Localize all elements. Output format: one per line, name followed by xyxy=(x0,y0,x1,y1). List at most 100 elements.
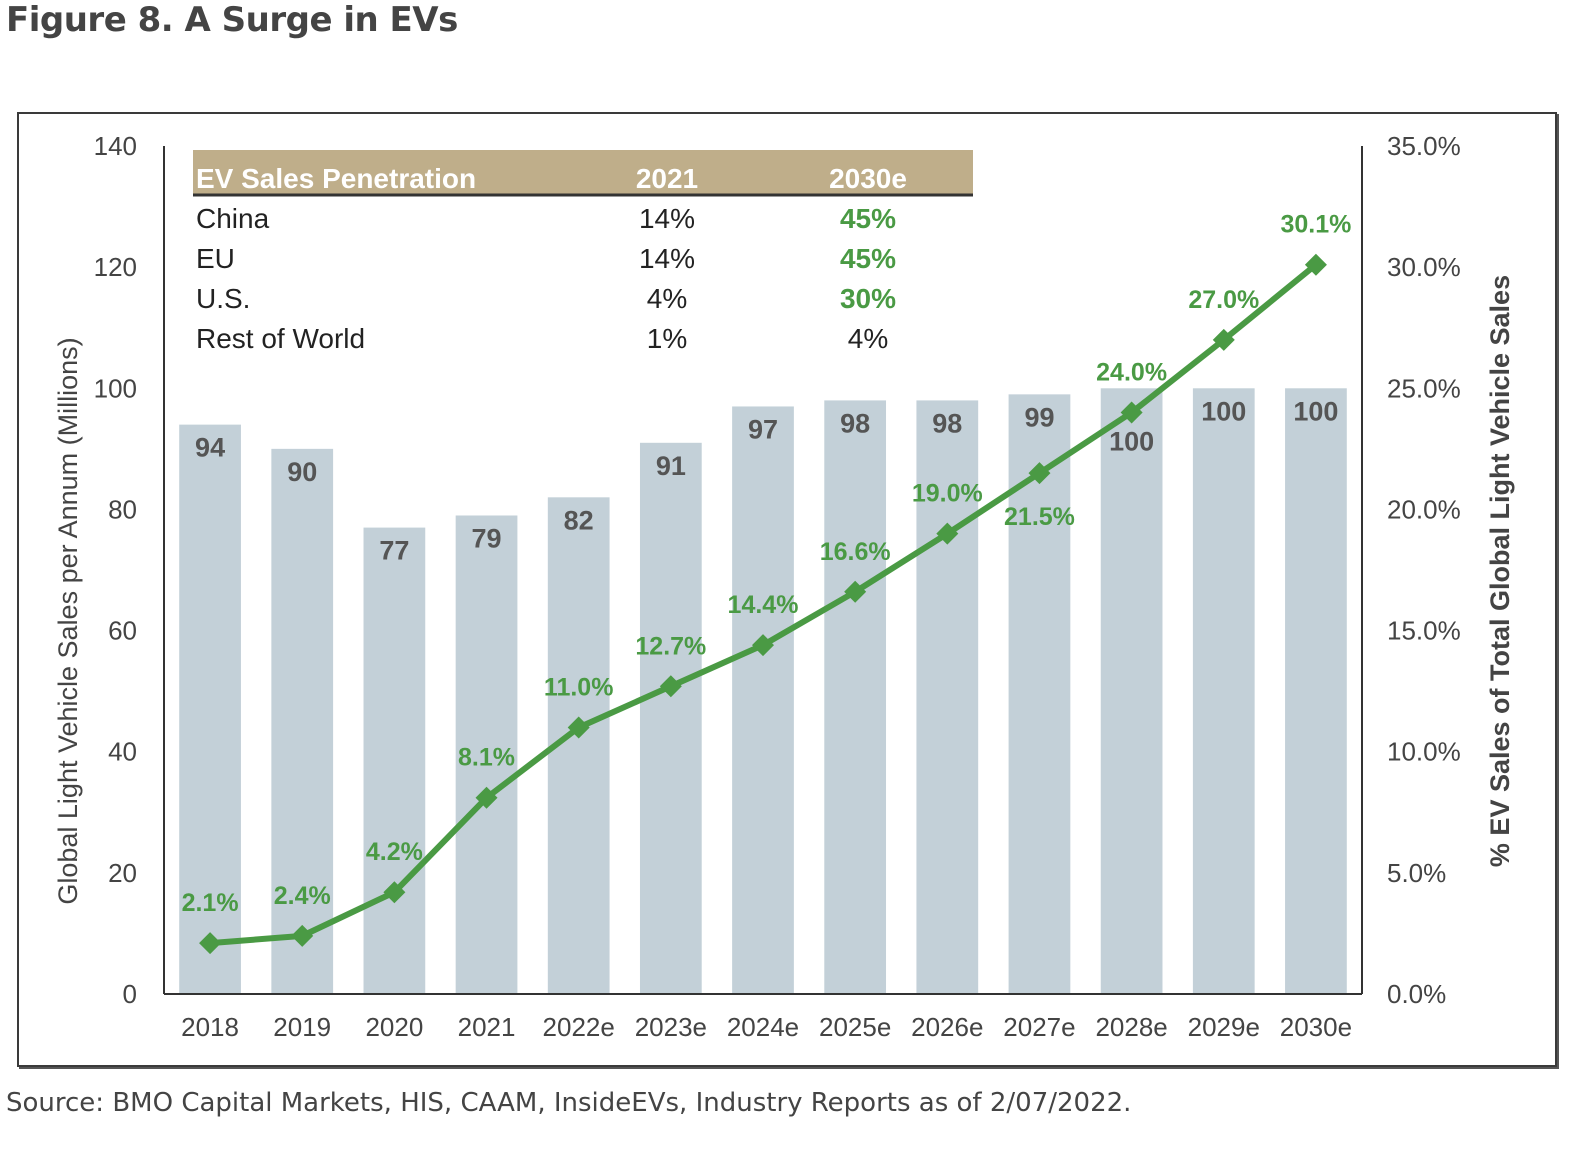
inset-table-region: EU xyxy=(196,243,235,274)
x-tick-label: 2026e xyxy=(911,1012,983,1042)
y-tick-label-left: 80 xyxy=(108,494,137,524)
ev-share-label: 14.4% xyxy=(728,591,799,619)
source-note: Source: BMO Capital Markets, HIS, CAAM, … xyxy=(6,1088,1132,1118)
inset-table-2030e-value: 45% xyxy=(840,203,896,234)
x-tick-label: 2022e xyxy=(543,1012,615,1042)
ev-share-label: 2.4% xyxy=(274,882,331,910)
line-layer: 2.1% 2.4% 4.2% 8.1% 11.0% 12.7% 14.4% 16.6% 19.0… xyxy=(182,211,1351,955)
bar-value-label: 98 xyxy=(840,408,870,438)
ev-share-marker-2020 xyxy=(383,881,406,904)
bar-value-label: 97 xyxy=(748,414,778,444)
ev-share-label: 27.0% xyxy=(1188,286,1259,314)
bar-2023e xyxy=(639,442,702,994)
ev-share-label: 16.6% xyxy=(820,538,891,566)
inset-table-header-cell: EV Sales Penetration xyxy=(196,163,476,194)
ev-share-marker-2024e xyxy=(752,634,774,657)
y-tick-label-right: 25.0% xyxy=(1387,373,1461,403)
bars-layer xyxy=(179,388,1347,995)
inset-table-2030e-value: 30% xyxy=(840,283,896,314)
x-tick-label: 2025e xyxy=(819,1012,891,1042)
ev-share-label: 24.0% xyxy=(1096,359,1167,387)
y-tick-label-left: 40 xyxy=(108,737,137,767)
y-tick-label-right: 30.0% xyxy=(1387,252,1461,282)
bar-value-label: 91 xyxy=(656,451,686,481)
y-tick-label-right: 35.0% xyxy=(1387,131,1461,161)
y-tick-label-left: 20 xyxy=(108,858,137,888)
inset-table-header-cell: 2030e xyxy=(829,163,907,194)
bar-value-label: 82 xyxy=(564,505,594,535)
y-axis-label-left: Global Light Vehicle Sales per Annum (Mi… xyxy=(53,337,83,904)
bar-2026e xyxy=(916,400,979,994)
inset-table-region: U.S. xyxy=(196,283,250,314)
ev-share-label: 12.7% xyxy=(635,632,706,660)
x-tick-label: 2023e xyxy=(635,1012,707,1042)
inset-table-header-cell: 2021 xyxy=(636,163,698,194)
bar-2018 xyxy=(179,424,241,995)
bar-2030e xyxy=(1285,388,1347,994)
y-axis-label-right: % EV Sales of Total Global Light Vehicle… xyxy=(1485,275,1515,867)
bar-value-label: 77 xyxy=(379,536,409,566)
bar-value-label: 100 xyxy=(1201,396,1246,426)
y-tick-label-right: 20.0% xyxy=(1387,494,1461,524)
ev-share-label: 2.1% xyxy=(182,889,239,917)
x-tick-label: 2029e xyxy=(1188,1012,1260,1042)
ev-share-marker-2018 xyxy=(199,932,222,955)
ev-share-marker-2019 xyxy=(291,924,314,947)
inset-table: EV Sales Penetration 2021 2030e China 14% 45%… xyxy=(193,150,973,354)
ev-share-marker-2027e xyxy=(1028,462,1051,485)
figure-title: Figure 8. A Surge in EVs xyxy=(6,0,458,40)
ev-share-label: 4.2% xyxy=(366,838,423,866)
axes-layer: 0 20 40 60 80 100 120 140 0.0% 5.0% 10.0% 15.0% 20.0… xyxy=(94,131,1461,1042)
inset-table-2021-value: 14% xyxy=(639,243,695,274)
bar-2029e xyxy=(1192,388,1255,994)
y-tick-label-right: 10.0% xyxy=(1387,737,1461,767)
inset-table-header-bg xyxy=(193,150,973,194)
x-tick-label: 2018 xyxy=(181,1012,239,1042)
x-tick-label: 2020 xyxy=(365,1012,423,1042)
inset-table-2030e-value: 4% xyxy=(848,323,888,354)
y-tick-label-left: 120 xyxy=(94,252,137,282)
bar-2024e xyxy=(732,406,794,994)
ev-share-marker-2029e xyxy=(1212,328,1235,351)
inset-table-2021-value: 14% xyxy=(639,203,695,234)
bar-2020 xyxy=(363,527,426,994)
ev-share-marker-2023e xyxy=(659,675,682,698)
bar-labels-layer: 94 90 77 79 82 91 97 98 98 99 100 100 100 xyxy=(195,396,1338,565)
x-tick-label: 2030e xyxy=(1280,1012,1352,1042)
bar-value-label: 99 xyxy=(1024,402,1054,432)
inset-table-2030e-value: 45% xyxy=(840,243,896,274)
bar-value-label: 90 xyxy=(287,457,317,487)
bar-value-label: 79 xyxy=(472,523,502,553)
bar-2025e xyxy=(824,400,887,994)
ev-share-label: 21.5% xyxy=(1004,503,1075,531)
bar-value-label: 100 xyxy=(1109,426,1154,456)
ev-share-marker-2025e xyxy=(844,580,867,603)
bar-2021 xyxy=(455,515,518,994)
ev-share-marker-2022e xyxy=(567,716,590,739)
x-tick-label: 2024e xyxy=(727,1012,799,1042)
ev-share-marker-2030e xyxy=(1304,253,1327,276)
ev-share-label: 11.0% xyxy=(544,673,614,701)
y-tick-label-right: 5.0% xyxy=(1387,858,1446,888)
x-tick-label: 2028e xyxy=(1095,1012,1167,1042)
inset-table-2021-value: 1% xyxy=(647,323,687,354)
bar-2028e xyxy=(1100,388,1163,994)
y-tick-label-left: 100 xyxy=(94,373,137,403)
bar-value-label: 98 xyxy=(932,408,962,438)
ev-share-marker-2021 xyxy=(475,786,498,809)
y-tick-label-left: 60 xyxy=(108,616,137,646)
y-tick-label-right: 15.0% xyxy=(1387,616,1461,646)
ev-share-label: 19.0% xyxy=(912,480,983,508)
inset-table-region: China xyxy=(196,203,270,234)
bar-value-label: 94 xyxy=(195,433,225,463)
y-tick-label-right: 0.0% xyxy=(1387,979,1446,1009)
ev-surge-chart: 94 90 77 79 82 91 97 98 98 99 100 100 100 2.1% 2.4% 4.… xyxy=(53,131,1515,1042)
bar-2019 xyxy=(271,448,334,994)
ev-share-marker-2028e xyxy=(1120,401,1143,424)
x-tick-label: 2027e xyxy=(1003,1012,1075,1042)
y-tick-label-left: 0 xyxy=(123,979,137,1009)
chart-frame: 94 90 77 79 82 91 97 98 98 99 100 100 100 2.1% 2.4% 4.… xyxy=(17,112,1557,1067)
inset-table-region: Rest of World xyxy=(196,323,365,354)
y-tick-label-left: 140 xyxy=(94,131,137,161)
ev-share-label: 30.1% xyxy=(1280,211,1351,239)
